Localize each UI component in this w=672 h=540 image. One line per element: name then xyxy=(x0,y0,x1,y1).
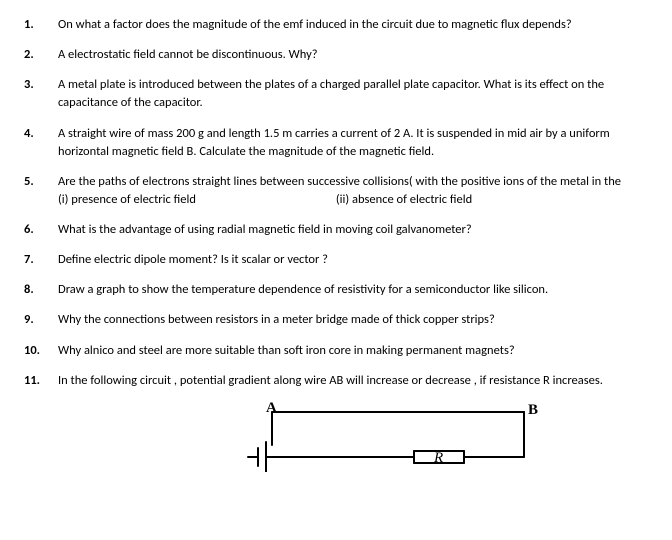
question-row: 10.Why alnico and steel are more suitabl… xyxy=(24,342,648,360)
question-text: A metal plate is introduced between the … xyxy=(58,76,648,112)
question-text: Are the paths of electrons straight line… xyxy=(58,173,648,209)
question-text: A electrostatic field cannot be disconti… xyxy=(58,46,648,64)
question-main: A straight wire of mass 200 g and length… xyxy=(58,126,610,159)
question-number: 7. xyxy=(24,251,58,269)
question-text: Why the connections between resistors in… xyxy=(58,311,648,329)
question-number: 8. xyxy=(24,281,58,299)
question-text: On what a factor does the magnitude of t… xyxy=(58,16,648,34)
question-text: Define electric dipole moment? Is it sca… xyxy=(58,251,648,269)
question-number: 9. xyxy=(24,311,58,329)
svg-text:R: R xyxy=(433,450,443,466)
question-text: What is the advantage of using radial ma… xyxy=(58,221,648,239)
question-row: 11.In the following circuit , potential … xyxy=(24,372,648,390)
question-row: 2.A electrostatic field cannot be discon… xyxy=(24,46,648,64)
question-main: In the following circuit , potential gra… xyxy=(58,373,603,388)
question-row: 9.Why the connections between resistors … xyxy=(24,311,648,329)
question-row: 8.Draw a graph to show the temperature d… xyxy=(24,281,648,299)
svg-text:B: B xyxy=(528,402,538,418)
question-main: A electrostatic field cannot be disconti… xyxy=(58,47,318,62)
question-row: 7.Define electric dipole moment? Is it s… xyxy=(24,251,648,269)
question-text: Draw a graph to show the temperature dep… xyxy=(58,281,648,299)
question-number: 6. xyxy=(24,221,58,239)
question-main: Are the paths of electrons straight line… xyxy=(58,174,621,189)
question-main: Why alnico and steel are more suitable t… xyxy=(58,343,515,358)
question-text: A straight wire of mass 200 g and length… xyxy=(58,125,648,161)
question-main: Why the connections between resistors in… xyxy=(58,312,495,327)
question-main: On what a factor does the magnitude of t… xyxy=(58,17,572,32)
question-row: 6.What is the advantage of using radial … xyxy=(24,221,648,239)
svg-text:A: A xyxy=(266,402,277,416)
question-number: 4. xyxy=(24,125,58,161)
question-number: 1. xyxy=(24,16,58,34)
question-sub-1: (i) presence of electric field xyxy=(58,191,196,209)
question-text: Why alnico and steel are more suitable t… xyxy=(58,342,648,360)
question-row: 4.A straight wire of mass 200 g and leng… xyxy=(24,125,648,161)
question-row: 1.On what a factor does the magnitude of… xyxy=(24,16,648,34)
question-main: Draw a graph to show the temperature dep… xyxy=(58,282,548,297)
question-row: 5.Are the paths of electrons straight li… xyxy=(24,173,648,209)
question-sub-2: (ii) absence of electric field xyxy=(336,191,472,209)
question-main: Define electric dipole moment? Is it sca… xyxy=(58,252,328,267)
question-text: In the following circuit , potential gra… xyxy=(58,372,648,390)
question-number: 2. xyxy=(24,46,58,64)
question-number: 3. xyxy=(24,76,58,112)
question-number: 11. xyxy=(24,372,58,390)
question-main: What is the advantage of using radial ma… xyxy=(58,222,472,237)
question-row: 3.A metal plate is introduced between th… xyxy=(24,76,648,112)
question-number: 10. xyxy=(24,342,58,360)
circuit-diagram: A B R xyxy=(224,402,648,478)
question-main: A metal plate is introduced between the … xyxy=(58,77,604,110)
question-number: 5. xyxy=(24,173,58,209)
